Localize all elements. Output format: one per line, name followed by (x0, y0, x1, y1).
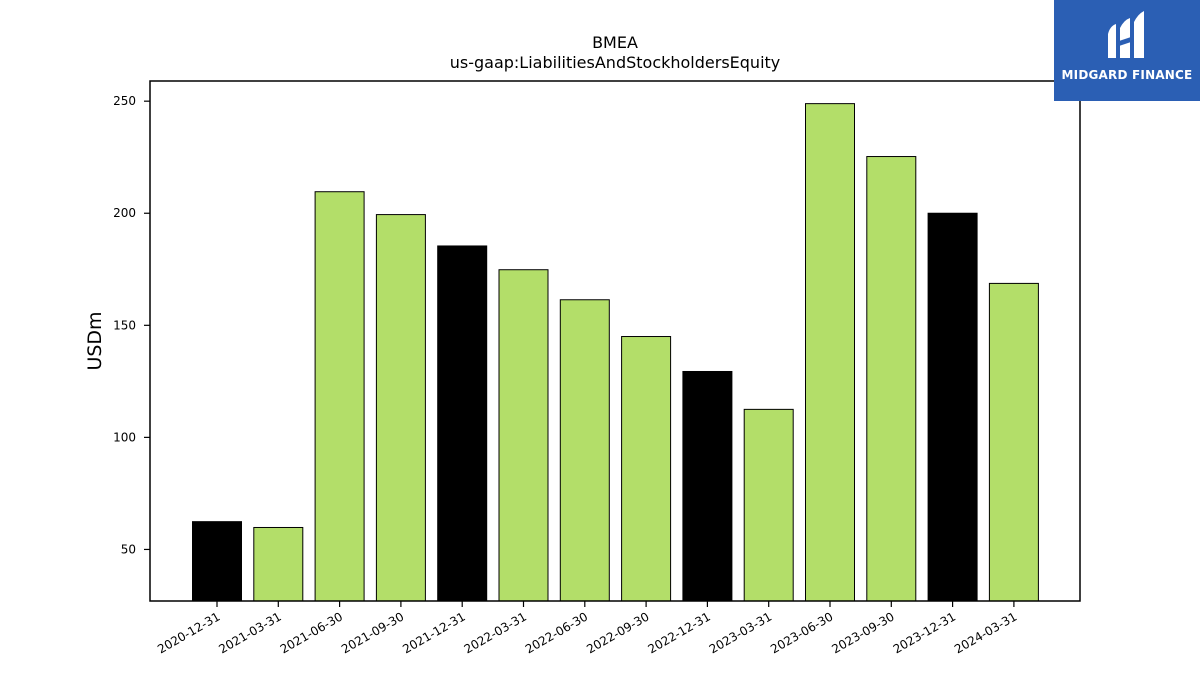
plot-frame (149, 80, 1081, 602)
bar-2022-09-30 (621, 336, 672, 602)
x-tick-label: 2023-12-31 (891, 609, 958, 656)
brand-name: MIDGARD FINANCE (1061, 68, 1193, 82)
brand-logo: MIDGARD FINANCE (1054, 0, 1200, 101)
bar-2024-03-31 (988, 282, 1039, 602)
y-tick-label: 250 (113, 94, 136, 108)
x-tick-label: 2021-12-31 (400, 609, 467, 656)
x-tick-label: 2022-12-31 (645, 609, 712, 656)
x-tick-label: 2021-09-30 (339, 609, 406, 656)
midgard-logo-icon (1108, 11, 1144, 58)
y-tick-label: 50 (121, 542, 136, 556)
x-tick-label: 2024-03-31 (952, 609, 1019, 656)
bar-2023-12-31 (927, 212, 978, 602)
bars-group (192, 103, 1039, 602)
y-tick-label: 150 (113, 318, 136, 332)
bar-2021-09-30 (375, 214, 426, 602)
chart-subtitle: us-gaap:LiabilitiesAndStockholdersEquity (450, 53, 781, 72)
x-tick-label: 2021-06-30 (278, 609, 345, 656)
bar-2020-12-31 (192, 521, 242, 602)
bar-2022-06-30 (559, 299, 610, 602)
y-tick-label: 200 (113, 206, 136, 220)
x-tick-label: 2023-09-30 (829, 609, 896, 656)
x-tick-label: 2021-03-31 (216, 609, 283, 656)
bar-2023-06-30 (805, 103, 855, 602)
y-tick-label: 100 (113, 430, 136, 444)
bar-2021-06-30 (314, 191, 365, 602)
y-axis-label: USDm (84, 311, 106, 370)
x-tick-label: 2022-03-31 (462, 609, 529, 656)
x-tick-label: 2023-03-31 (707, 609, 774, 656)
bar-2023-09-30 (866, 156, 917, 602)
bar-2022-03-31 (498, 269, 549, 602)
bar-2021-03-31 (253, 526, 304, 602)
x-tick-label: 2022-09-30 (584, 609, 651, 656)
bar-2021-12-31 (437, 245, 488, 602)
x-axis-ticks: 2020-12-312021-03-312021-06-302021-09-30… (155, 601, 1019, 656)
x-tick-label: 2023-06-30 (768, 609, 835, 656)
x-tick-label: 2020-12-31 (155, 609, 222, 656)
x-tick-label: 2022-06-30 (523, 609, 590, 656)
chart-title: BMEA (592, 33, 638, 52)
bar-2022-12-31 (682, 370, 733, 602)
bar-2023-03-31 (743, 408, 794, 602)
y-axis-ticks: 50 100 150 200 250 (113, 94, 150, 556)
